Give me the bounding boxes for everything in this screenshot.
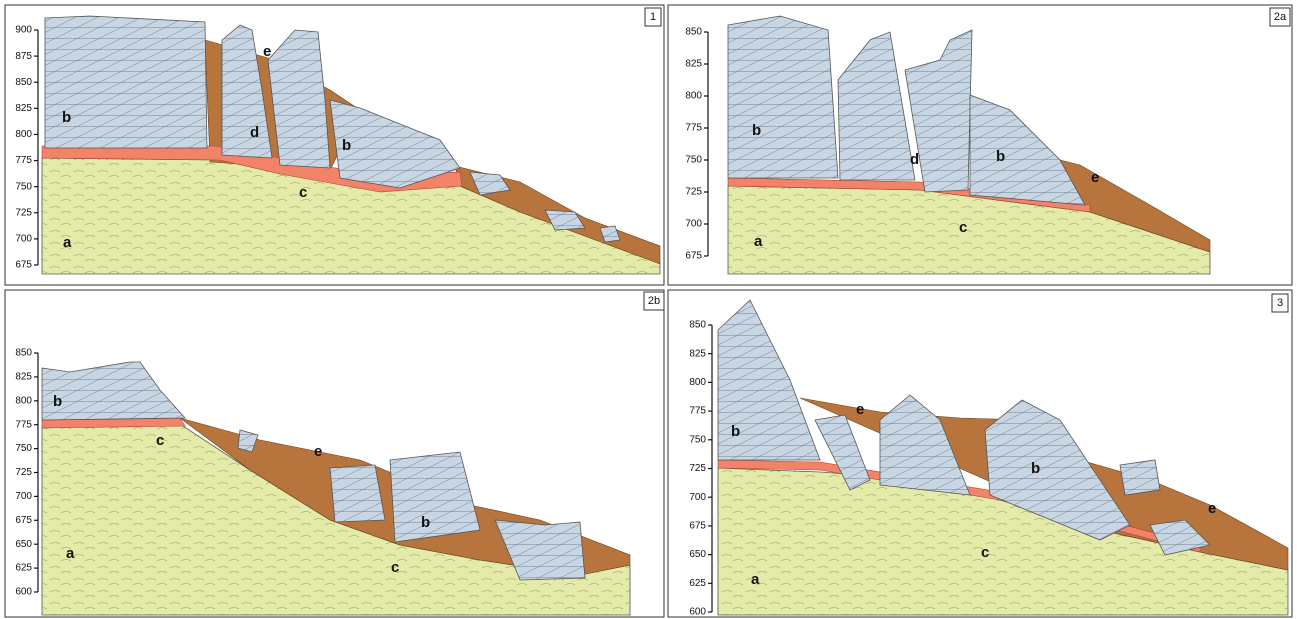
region-label: a (751, 571, 760, 588)
region-label: b (731, 423, 740, 440)
region-label: c (959, 219, 967, 236)
region-label: c (299, 184, 307, 201)
region-label: b (62, 109, 71, 126)
y-tick-label: 775 (689, 406, 706, 417)
y-tick-label: 725 (685, 187, 702, 198)
y-tick-label: 800 (685, 91, 702, 102)
y-tick-label: 725 (689, 463, 706, 474)
y-tick-label: 900 (15, 25, 32, 36)
y-tick-label: 625 (15, 563, 32, 574)
y-tick-label: 875 (15, 51, 32, 62)
region-label: b (421, 514, 430, 531)
region-label: c (981, 544, 989, 561)
region-label: c (391, 559, 399, 576)
y-tick-label: 700 (15, 491, 32, 502)
y-tick-label: 600 (689, 607, 706, 618)
y-tick-label: 850 (685, 27, 702, 38)
panel-3: 3 b e b e c a (668, 290, 1292, 617)
y-tick-label: 675 (15, 515, 32, 526)
y-tick-label: 750 (15, 181, 32, 192)
region-label: e (1208, 500, 1216, 517)
region-label: b (996, 148, 1005, 165)
y-tick-label: 700 (15, 234, 32, 245)
figure: 1 b d e b c a 2a b d b e c a 2b b c e b … (0, 0, 1297, 619)
y-tick-label: 775 (685, 123, 702, 134)
region-label: e (856, 401, 864, 418)
y-tick-label: 800 (689, 377, 706, 388)
y-tick-label: 750 (689, 434, 706, 445)
y-tick-label: 675 (15, 260, 32, 271)
region-label: b (1031, 460, 1040, 477)
y-tick-label: 775 (15, 419, 32, 430)
y-tick-label: 800 (15, 129, 32, 140)
panel-2a: 2a b d b e c a (668, 5, 1292, 285)
panel-label: 3 (1277, 297, 1283, 309)
region-label: e (263, 43, 271, 60)
block (1120, 460, 1160, 495)
y-tick-label: 600 (15, 587, 32, 598)
region-label: a (66, 545, 75, 562)
y-tick-label: 825 (15, 103, 32, 114)
region-label: e (1091, 169, 1099, 186)
y-tick-label: 725 (15, 207, 32, 218)
region-label: e (314, 443, 322, 460)
y-tick-label: 700 (689, 492, 706, 503)
region-label: b (53, 393, 62, 410)
y-tick-label: 825 (15, 372, 32, 383)
panel-label: 2a (1274, 11, 1287, 23)
panel-label: 2b (648, 295, 660, 307)
panel-2b: 2b b c e b c a (5, 290, 664, 617)
y-tick-label: 775 (15, 155, 32, 166)
region-label: d (910, 151, 919, 168)
y-tick-label: 675 (685, 251, 702, 262)
y-tick-label: 750 (685, 155, 702, 166)
region-label: b (342, 137, 351, 154)
layer-b (728, 16, 838, 178)
y-tick-label: 650 (689, 549, 706, 560)
panel-1: 1 b d e b c a (5, 5, 664, 285)
y-tick-label: 850 (15, 77, 32, 88)
y-tick-label: 700 (685, 219, 702, 230)
region-label: c (156, 432, 164, 449)
region-label: b (752, 122, 761, 139)
region-label: d (250, 124, 259, 141)
block (330, 465, 385, 522)
y-tick-label: 825 (689, 348, 706, 359)
y-tick-label: 850 (689, 320, 706, 331)
y-tick-label: 650 (15, 539, 32, 550)
y-tick-label: 625 (689, 578, 706, 589)
y-tick-label: 675 (689, 521, 706, 532)
region-label: a (63, 234, 72, 251)
layer-b (45, 16, 207, 148)
y-tick-label: 825 (685, 59, 702, 70)
y-tick-label: 750 (15, 443, 32, 454)
y-tick-label: 800 (15, 395, 32, 406)
y-tick-label: 725 (15, 467, 32, 478)
region-label: a (754, 233, 763, 250)
panel-label: 1 (650, 11, 656, 23)
y-tick-label: 850 (15, 348, 32, 359)
